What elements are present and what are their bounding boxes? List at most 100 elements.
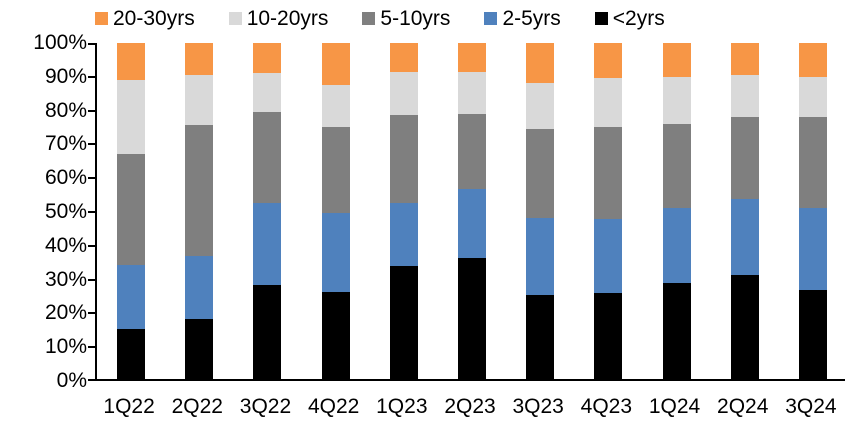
legend-swatch-icon xyxy=(95,12,108,25)
bar-segment-3Q22-5-10yrs xyxy=(253,111,282,203)
legend-item-0: 20-30yrs xyxy=(95,8,195,29)
y-axis-tick xyxy=(88,43,95,45)
bar-segment-1Q23-5-10yrs xyxy=(389,115,418,203)
bar-segment-2Q24-20-30yrs xyxy=(730,43,759,75)
x-tick-label: 1Q23 xyxy=(376,395,428,418)
y-tick-label: 10% xyxy=(44,335,87,359)
x-tick-label: 3Q23 xyxy=(512,395,564,418)
legend-swatch-icon xyxy=(594,12,608,25)
bar-segment-1Q24-2-5yrs xyxy=(662,207,691,284)
bar-segment-4Q22-<2yrs xyxy=(321,291,350,379)
bar-4Q22 xyxy=(321,43,350,379)
bar-segment-2Q22-2-5yrs xyxy=(185,256,214,319)
bar-segment-1Q24-20-30yrs xyxy=(662,43,691,77)
legend-item-1: 10-20yrs xyxy=(228,8,328,29)
bar-segment-2Q24-10-20yrs xyxy=(730,74,759,117)
bar-3Q24 xyxy=(798,43,827,379)
bar-segment-4Q23-10-20yrs xyxy=(594,78,623,128)
bar-segment-3Q22-20-30yrs xyxy=(253,43,282,74)
y-axis-tick xyxy=(88,379,95,381)
y-tick-label: 30% xyxy=(44,267,87,291)
bar-segment-2Q23-<2yrs xyxy=(458,258,486,379)
bar-2Q23 xyxy=(458,43,486,379)
bar-segment-1Q24-10-20yrs xyxy=(662,76,691,124)
bar-segment-3Q24-10-20yrs xyxy=(798,76,827,117)
bar-1Q23 xyxy=(389,43,418,379)
bar-4Q23 xyxy=(594,43,623,379)
y-axis-tick xyxy=(88,312,95,315)
bar-segment-1Q23-2-5yrs xyxy=(389,202,418,267)
y-axis-tick xyxy=(88,177,95,180)
bar-segment-1Q22-10-20yrs xyxy=(117,80,146,154)
y-axis-tick xyxy=(88,346,95,349)
y-axis-tick xyxy=(88,75,95,78)
chart-legend: 20-30yrs 10-20yrs 5-10yrs 2-5yrs <2yrs xyxy=(95,8,665,29)
bar-segment-3Q23-10-20yrs xyxy=(526,83,555,129)
bar-segment-2Q23-10-20yrs xyxy=(458,71,486,114)
bar-segment-3Q23-2-5yrs xyxy=(526,217,555,295)
legend-item-2: 5-10yrs xyxy=(362,8,450,29)
y-tick-label: 0% xyxy=(56,369,87,392)
bar-segment-2Q22-10-20yrs xyxy=(185,74,214,126)
bar-segment-2Q23-2-5yrs xyxy=(458,189,486,259)
y-tick-label: 70% xyxy=(44,132,87,156)
legend-label: 20-30yrs xyxy=(113,7,195,30)
bar-segment-4Q22-20-30yrs xyxy=(321,43,350,86)
bar-segment-1Q24-<2yrs xyxy=(662,283,691,379)
bar-segment-3Q23-20-30yrs xyxy=(526,43,555,84)
x-tick-label: 2Q23 xyxy=(444,395,496,418)
bar-segment-2Q24-<2yrs xyxy=(730,274,759,379)
y-axis-labels: 0% 10% 20% 30% 40% 50% 60% 70% 80% 90% 100% xyxy=(0,32,87,392)
y-tick-label: 50% xyxy=(44,200,87,223)
bar-segment-4Q23-5-10yrs xyxy=(594,127,623,220)
bar-segment-2Q24-5-10yrs xyxy=(730,116,759,200)
bar-1Q24 xyxy=(662,43,691,379)
bar-segment-3Q24-20-30yrs xyxy=(798,43,827,77)
bar-segment-1Q22-20-30yrs xyxy=(117,43,146,80)
y-axis-tick xyxy=(88,143,95,146)
y-tick-label: 40% xyxy=(44,233,87,257)
bar-segment-4Q23-2-5yrs xyxy=(594,219,623,294)
bar-segment-4Q23-20-30yrs xyxy=(594,43,623,79)
bar-segment-2Q23-5-10yrs xyxy=(458,113,486,190)
bar-segment-1Q22-5-10yrs xyxy=(117,153,146,265)
y-axis-tick xyxy=(88,109,95,112)
bar-2Q24 xyxy=(730,43,759,379)
bar-segment-2Q23-20-30yrs xyxy=(458,43,486,72)
bar-segment-3Q22-2-5yrs xyxy=(253,202,282,285)
x-tick-label: 4Q23 xyxy=(580,395,633,418)
bar-segment-3Q22-10-20yrs xyxy=(253,73,282,112)
x-tick-label: 4Q22 xyxy=(307,395,360,418)
bar-segment-3Q24-5-10yrs xyxy=(798,116,827,208)
y-tick-label: 90% xyxy=(44,64,87,88)
y-tick-label: 80% xyxy=(44,98,87,122)
bar-segment-2Q24-2-5yrs xyxy=(730,199,759,275)
x-tick-label: 2Q22 xyxy=(171,395,223,418)
bar-1Q22 xyxy=(117,43,146,379)
bar-2Q22 xyxy=(185,43,214,379)
y-axis-tick xyxy=(88,244,95,247)
legend-item-3: 2-5yrs xyxy=(484,8,561,29)
legend-label: 5-10yrs xyxy=(380,7,451,30)
bar-segment-2Q22-5-10yrs xyxy=(185,125,214,257)
legend-swatch-icon xyxy=(484,12,498,25)
y-tick-label: 60% xyxy=(44,166,87,190)
bar-segment-4Q22-5-10yrs xyxy=(321,127,350,213)
y-axis-tick xyxy=(88,278,95,281)
bar-segment-1Q22-2-5yrs xyxy=(117,264,146,329)
y-tick-label: 100% xyxy=(33,31,87,54)
legend-swatch-icon xyxy=(228,12,242,25)
bar-segment-2Q22-20-30yrs xyxy=(185,43,214,75)
x-tick-label: 1Q22 xyxy=(103,395,155,418)
x-tick-label: 1Q24 xyxy=(648,395,701,418)
bar-segment-3Q23-5-10yrs xyxy=(526,128,555,218)
bar-3Q23 xyxy=(526,43,555,379)
bar-segment-4Q23-<2yrs xyxy=(594,293,623,379)
bar-segment-1Q24-5-10yrs xyxy=(662,123,691,208)
bar-segment-3Q23-<2yrs xyxy=(526,295,555,379)
bar-segment-1Q23-10-20yrs xyxy=(389,71,418,116)
bar-segment-4Q22-10-20yrs xyxy=(321,85,350,128)
bar-segment-1Q23-<2yrs xyxy=(389,266,418,379)
bar-segment-1Q23-20-30yrs xyxy=(389,43,418,72)
